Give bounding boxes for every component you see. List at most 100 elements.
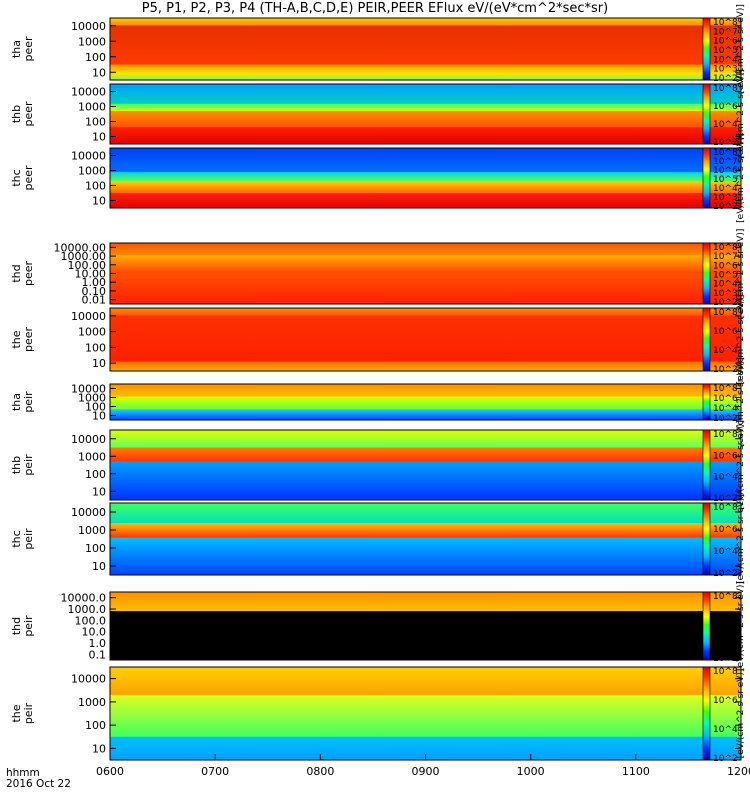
heatmap-band bbox=[110, 243, 741, 256]
y-axis-label: thd bbox=[10, 264, 23, 282]
panel-frame bbox=[109, 147, 742, 209]
heatmap-1 bbox=[110, 84, 741, 145]
heatmap-band bbox=[110, 172, 741, 182]
heatmap-band bbox=[110, 384, 741, 398]
colorbar-title: [eV/(cm^2-s-sr-eV)] bbox=[736, 69, 746, 159]
heatmap-band bbox=[110, 396, 741, 410]
colorbar-title: [eV/(cm^2-s-sr-eV)] bbox=[736, 669, 746, 759]
colorbar-tick-label: 10^4 bbox=[713, 725, 738, 735]
heatmap-band bbox=[110, 72, 741, 81]
y-tick-label: 100 bbox=[85, 542, 106, 555]
heatmap-band bbox=[110, 523, 741, 539]
heatmap-band bbox=[110, 181, 741, 194]
y-axis-label: peir bbox=[22, 528, 35, 550]
y-tick-label: 10 bbox=[92, 195, 106, 208]
colorbar-tick-label: 10^8 bbox=[713, 430, 738, 440]
y-axis-label: thb bbox=[10, 456, 23, 474]
x-tick-label: 1000 bbox=[517, 765, 545, 778]
y-tick-label: 100 bbox=[85, 341, 106, 354]
colorbar-tick-label: 10^2 bbox=[713, 138, 738, 148]
heatmap-7 bbox=[110, 503, 741, 576]
colorbar-title: [eV/(cm^2-s-sr-eV)] bbox=[736, 4, 746, 94]
x-axis-date: 2016 Oct 22 bbox=[6, 778, 71, 790]
y-axis-label: peer bbox=[22, 261, 35, 287]
colorbar-tick-label: 10^4 bbox=[713, 404, 738, 414]
y-tick-label: 1000 bbox=[78, 101, 106, 114]
y-tick-label: 10000 bbox=[71, 150, 106, 163]
colorbar-tick-label: 10^8 bbox=[713, 308, 738, 318]
y-tick-label: 100.00 bbox=[68, 259, 107, 272]
y-tick-label: 1000 bbox=[78, 326, 106, 339]
heatmap-band bbox=[110, 193, 741, 209]
y-tick-label: 1000 bbox=[78, 696, 106, 709]
y-axis-label: thb bbox=[10, 105, 23, 123]
y-tick-label: 1000 bbox=[78, 524, 106, 537]
y-axis-label: thc bbox=[10, 530, 23, 547]
heatmap-band bbox=[110, 430, 741, 448]
colorbar-tick-label: 10^8 bbox=[713, 503, 738, 513]
colorbar-title: [eV/(cm^2-s-sr-eV)] bbox=[736, 581, 746, 671]
colorbar bbox=[702, 147, 711, 209]
colorbar-tick-label: 10^7 bbox=[713, 252, 738, 262]
y-tick-label: 1000 bbox=[78, 35, 106, 48]
y-tick-label: 1000 bbox=[78, 392, 106, 405]
panel-frame bbox=[109, 307, 742, 372]
heatmap-band bbox=[110, 736, 741, 761]
colorbar-tick-label: 10^2 bbox=[713, 365, 738, 375]
colorbar bbox=[702, 307, 711, 372]
heatmap-band bbox=[110, 667, 741, 696]
panel-frame bbox=[109, 502, 742, 576]
y-axis-label: the bbox=[10, 704, 23, 722]
colorbar-tick-label: 10^4 bbox=[713, 633, 738, 643]
heatmap-band bbox=[110, 64, 741, 74]
colorbar-tick-label: 10^4 bbox=[713, 547, 738, 557]
heatmap-4 bbox=[110, 308, 741, 372]
colorbar-tick-label: 10^6 bbox=[713, 166, 738, 176]
heatmap-band bbox=[110, 592, 741, 612]
y-axis-label: thc bbox=[10, 169, 23, 186]
colorbar-tick-label: 10^8 bbox=[713, 667, 738, 677]
colorbar-title: [eV/(cm^2-s-sr-eV)] bbox=[736, 357, 746, 447]
colorbar-tick-label: 10^8 bbox=[713, 384, 738, 394]
panel-6: 10000 1000 100 10 thb peir 10^8 10^6 10^4 10^2[eV… bbox=[10, 420, 746, 510]
y-tick-label: 10 bbox=[92, 410, 106, 423]
colorbar-tick-label: 10^3 bbox=[713, 193, 738, 203]
y-tick-label: 10 bbox=[92, 742, 106, 755]
y-tick-label: 1000.0 bbox=[68, 603, 107, 616]
colorbar-tick-label: 10^6 bbox=[713, 696, 738, 706]
y-axis-label: tha bbox=[10, 40, 23, 58]
heatmap-band bbox=[110, 537, 741, 576]
y-tick-label: 1.0 bbox=[89, 637, 107, 650]
y-tick-label: 0.1 bbox=[89, 648, 107, 661]
heatmap-band bbox=[110, 18, 741, 26]
heatmap-0 bbox=[110, 18, 741, 81]
colorbar-tick-label: 10^4 bbox=[713, 55, 738, 65]
panel-frame bbox=[109, 83, 742, 145]
colorbar-tick-label: 10^2 bbox=[713, 298, 738, 308]
colorbar-tick-label: 10^4 bbox=[713, 280, 738, 290]
y-tick-label: 10000 bbox=[71, 86, 106, 99]
y-tick-label: 10000.0 bbox=[61, 592, 107, 605]
colorbar bbox=[702, 17, 711, 81]
y-tick-label: 0.10 bbox=[82, 285, 107, 298]
heatmap-band bbox=[110, 503, 741, 524]
x-axis-label: hhmm bbox=[6, 767, 40, 779]
heatmap-2 bbox=[110, 148, 741, 209]
y-axis-label: thd bbox=[10, 617, 23, 635]
y-tick-label: 100 bbox=[85, 116, 106, 129]
heatmap-8 bbox=[110, 592, 741, 661]
heatmap-band bbox=[110, 273, 741, 305]
colorbar-tick-label: 10^4 bbox=[713, 346, 738, 356]
heatmap-band bbox=[110, 461, 741, 501]
heatmap-band bbox=[110, 409, 741, 421]
colorbar-tick-label: 10^6 bbox=[713, 613, 738, 623]
y-tick-label: 10000 bbox=[71, 383, 106, 396]
panel-1: 10000 1000 100 10 thb peer 10^8 10^6 10^4 10^2[eV… bbox=[10, 69, 746, 159]
y-tick-label: 1.00 bbox=[82, 276, 107, 289]
colorbar-title: [eV/(cm^2-s-sr-eV)] bbox=[736, 133, 746, 223]
